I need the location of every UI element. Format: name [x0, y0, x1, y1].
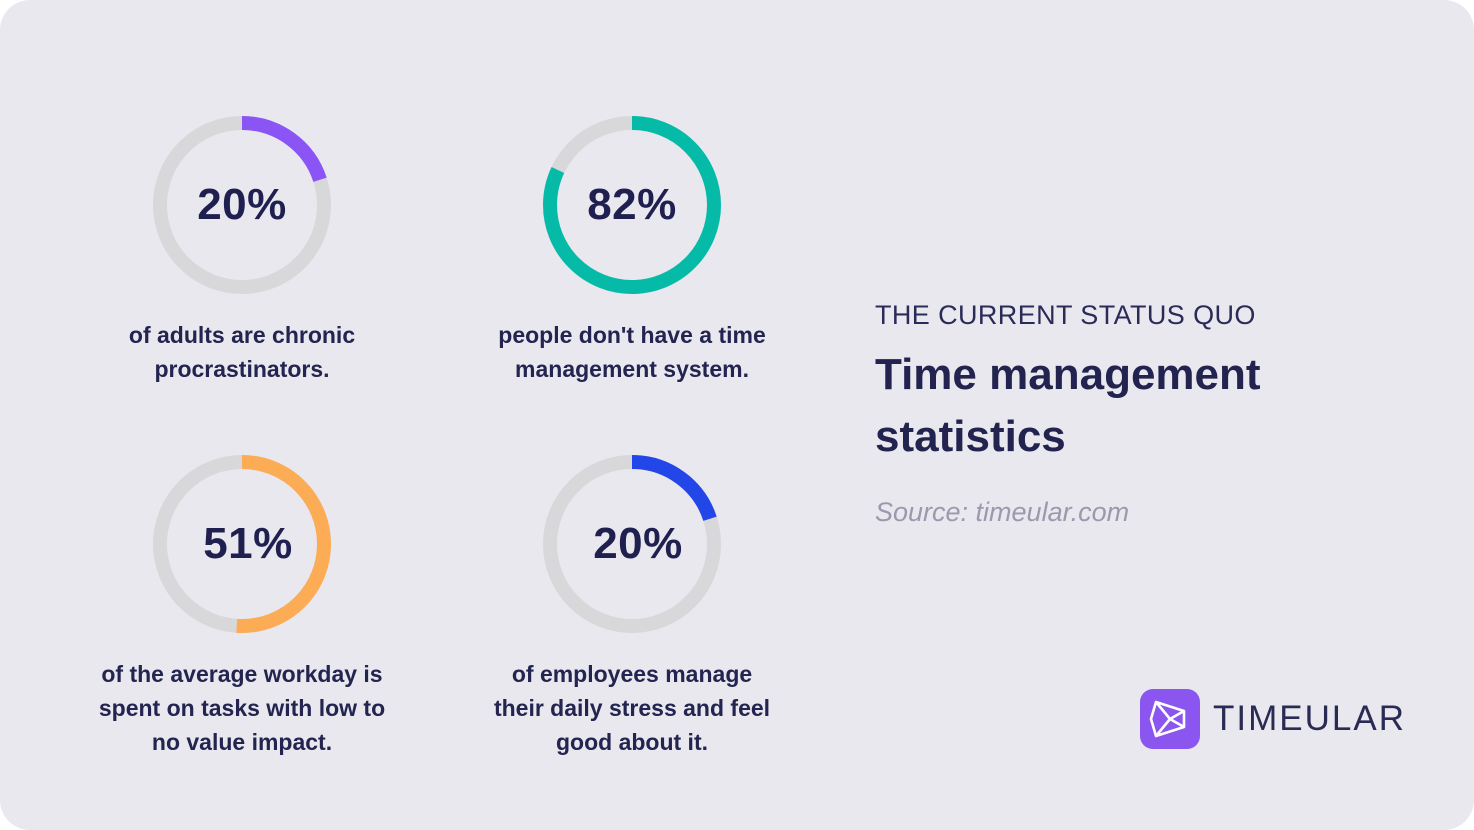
donut-progress-arc — [543, 455, 721, 633]
donut-svg — [543, 116, 721, 294]
stat-caption: people don't have a time management syst… — [452, 318, 812, 386]
caption-line: management system. — [515, 356, 749, 382]
stat-caption: of the average workday is spent on tasks… — [62, 657, 422, 759]
donut-svg — [153, 116, 331, 294]
caption-line: their daily stress and feel — [493, 695, 771, 721]
percentage-label: 20% — [593, 519, 683, 568]
caption-line: of adults are chronic — [128, 322, 356, 348]
caption-line: good about it. — [555, 729, 708, 755]
donut-chart: 20% — [542, 454, 722, 634]
caption-line: procrastinators. — [154, 356, 330, 382]
source-credit: Source: timeular.com — [875, 497, 1130, 527]
donut-progress-arc — [153, 455, 331, 633]
percentage-label: 82% — [587, 180, 677, 229]
play-prism-icon — [1140, 689, 1200, 749]
donut-progress-arc — [543, 116, 721, 294]
caption-line: spent on tasks with low to — [98, 695, 386, 721]
stat-caption: of employees manage their daily stress a… — [452, 657, 812, 759]
eyebrow-label: THE CURRENT STATUS QUO — [875, 300, 1256, 330]
donut-chart: 20% — [152, 115, 332, 295]
stat-caption: of adults are chronic procrastinators. — [62, 318, 422, 386]
donut-svg — [543, 455, 721, 633]
percentage-label: 20% — [197, 180, 287, 229]
caption-line: people don't have a time — [498, 322, 766, 348]
donut-chart: 51% — [152, 454, 332, 634]
caption-line: of the average workday is — [101, 661, 383, 687]
caption-line: of employees manage — [511, 661, 753, 687]
donut-chart: 82% — [542, 115, 722, 295]
donut-progress-arc — [153, 116, 331, 294]
caption-line: no value impact. — [151, 729, 333, 755]
donut-svg — [153, 455, 331, 633]
percentage-label: 51% — [203, 519, 293, 568]
brand-wordmark: TIMEULAR — [1213, 699, 1406, 738]
page-title: Time management statistics — [875, 350, 1261, 461]
